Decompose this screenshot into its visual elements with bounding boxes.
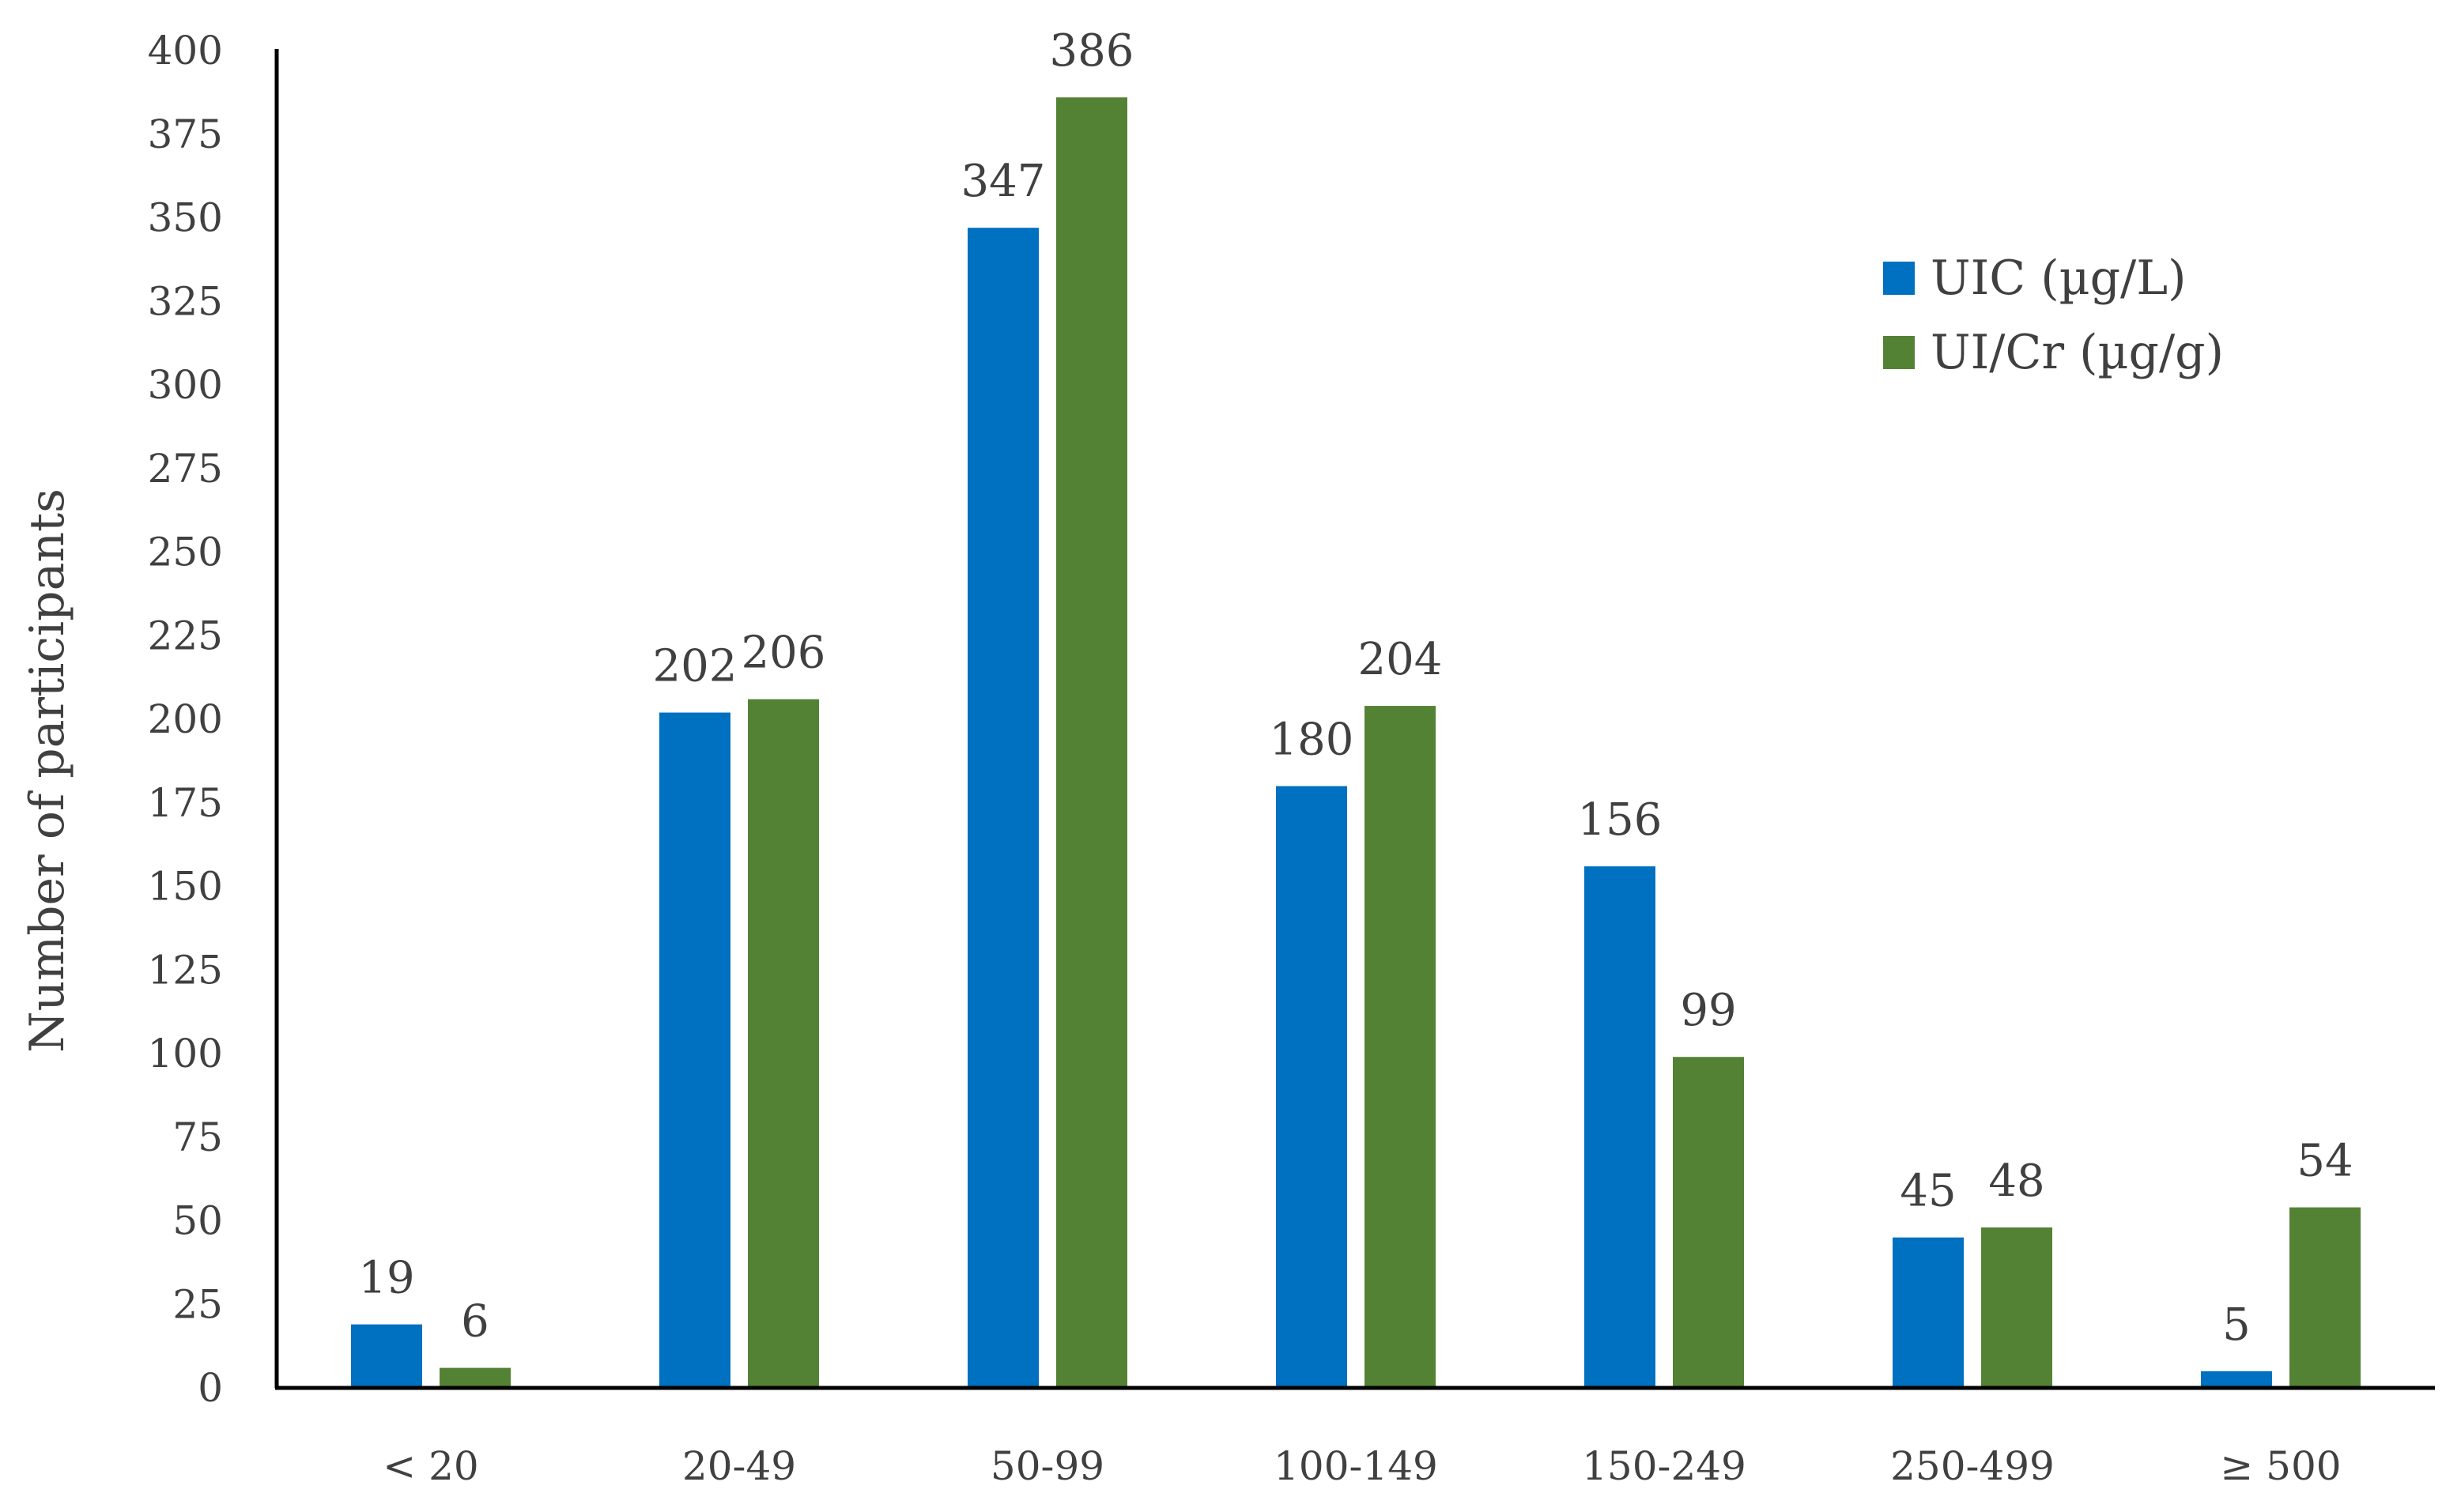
bar xyxy=(2201,1371,2272,1388)
axes xyxy=(274,49,2435,1390)
y-tick-label: 25 xyxy=(172,1281,223,1327)
y-tick-label: 50 xyxy=(172,1198,223,1244)
data-label: 45 xyxy=(1900,1166,1956,1217)
x-tick-label: 150-249 xyxy=(1582,1443,1746,1489)
data-label: 202 xyxy=(653,641,738,692)
data-label: 347 xyxy=(961,156,1046,207)
data-label: 156 xyxy=(1578,794,1663,846)
bar xyxy=(1981,1227,2052,1388)
x-tick-label: 20-49 xyxy=(682,1443,796,1489)
y-tick-label: 350 xyxy=(148,195,223,241)
bar xyxy=(2289,1207,2361,1388)
data-label: 204 xyxy=(1358,634,1443,685)
bar xyxy=(440,1367,511,1388)
y-tick-label: 325 xyxy=(148,278,223,324)
y-axis-ticks: 0 25 50 75 100 125 150 175 200 225 250 275 300 325 350… xyxy=(148,28,223,1411)
data-label: 6 xyxy=(461,1296,489,1348)
y-tick-label: 175 xyxy=(148,780,223,826)
y-tick-label: 300 xyxy=(148,362,223,408)
legend-swatch xyxy=(1883,262,1915,295)
data-label: 99 xyxy=(1680,985,1736,1036)
legend-label: UIC (µg/L) xyxy=(1931,251,2187,306)
legend: UIC (µg/L) UI/Cr (µg/g) xyxy=(1883,251,2224,380)
y-tick-label: 275 xyxy=(148,446,223,492)
data-label: 206 xyxy=(742,628,826,679)
y-tick-label: 150 xyxy=(148,864,223,910)
data-label: 48 xyxy=(1988,1156,2044,1207)
data-label: 180 xyxy=(1270,715,1354,766)
data-label: 19 xyxy=(358,1253,414,1304)
y-tick-label: 250 xyxy=(148,530,223,575)
x-tick-label: ≥ 500 xyxy=(2220,1443,2341,1489)
y-axis-title: Number of participants xyxy=(20,488,75,1053)
y-tick-label: 375 xyxy=(148,111,223,157)
bar xyxy=(659,712,730,1388)
data-label: 54 xyxy=(2297,1136,2353,1187)
data-label: 5 xyxy=(2222,1299,2251,1351)
x-tick-label: < 20 xyxy=(383,1443,478,1489)
y-tick-label: 125 xyxy=(148,947,223,993)
data-label: 386 xyxy=(1050,25,1134,77)
bar xyxy=(1584,866,1655,1388)
bar xyxy=(1673,1057,1744,1388)
y-tick-label: 0 xyxy=(198,1365,223,1411)
x-tick-label: 250-499 xyxy=(1890,1443,2055,1489)
y-tick-label: 225 xyxy=(148,613,223,658)
bars xyxy=(351,97,2361,1389)
legend-label: UI/Cr (µg/g) xyxy=(1931,325,2224,380)
bar xyxy=(1893,1237,1964,1388)
y-tick-label: 100 xyxy=(148,1031,223,1076)
x-axis-ticks: < 20 20-49 50-99 100-149 150-249 250-499 ≥ 500 xyxy=(383,1443,2341,1489)
bar xyxy=(1276,786,1347,1388)
x-tick-label: 50-99 xyxy=(991,1443,1104,1489)
bar xyxy=(968,228,1039,1389)
y-tick-label: 200 xyxy=(148,696,223,742)
bar xyxy=(351,1324,422,1388)
bar xyxy=(1056,97,1127,1389)
x-tick-label: 100-149 xyxy=(1274,1443,1438,1489)
bar xyxy=(748,699,819,1388)
legend-swatch xyxy=(1883,336,1915,369)
bar xyxy=(1364,706,1436,1388)
y-tick-label: 75 xyxy=(172,1114,223,1160)
y-tick-label: 400 xyxy=(148,28,223,74)
